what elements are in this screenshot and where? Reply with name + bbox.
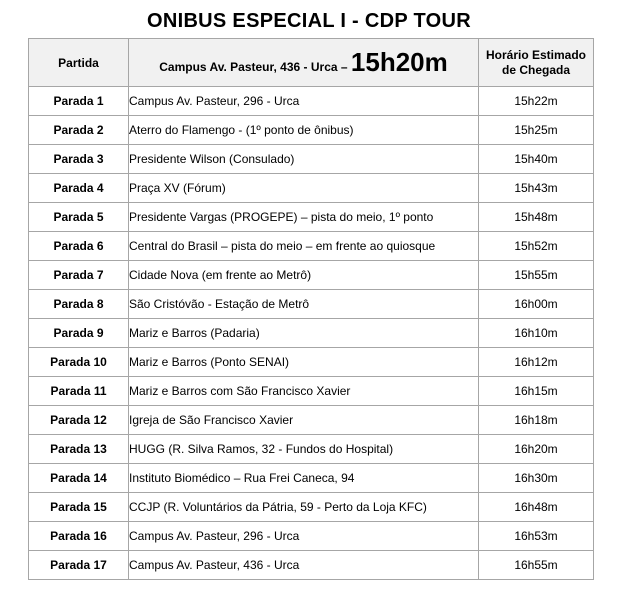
time-cell: 15h55m <box>478 260 594 290</box>
stop-cell: Parada 10 <box>28 347 129 377</box>
time-cell: 16h12m <box>478 347 594 377</box>
stop-cell: Parada 7 <box>28 260 129 290</box>
time-cell: 15h48m <box>478 202 594 232</box>
location-cell: Presidente Vargas (PROGEPE) – pista do m… <box>128 202 479 232</box>
table-row: Parada 9 Mariz e Barros (Padaria) 16h10m <box>28 318 594 348</box>
schedule-table-body: Parada 1 Campus Av. Pasteur, 296 - Urca … <box>28 86 594 580</box>
location-cell: Aterro do Flamengo - (1º ponto de ônibus… <box>128 115 479 145</box>
time-cell: 15h52m <box>478 231 594 261</box>
location-cell: HUGG (R. Silva Ramos, 32 - Fundos do Hos… <box>128 434 479 464</box>
stop-cell: Parada 12 <box>28 405 129 435</box>
table-row: Parada 1 Campus Av. Pasteur, 296 - Urca … <box>28 86 594 116</box>
table-row: Parada 10 Mariz e Barros (Ponto SENAI) 1… <box>28 347 594 377</box>
location-cell: São Cristóvão - Estação de Metrô <box>128 289 479 319</box>
time-cell: 16h30m <box>478 463 594 493</box>
time-cell: 16h48m <box>478 492 594 522</box>
table-row: Parada 5 Presidente Vargas (PROGEPE) – p… <box>28 202 594 232</box>
page-title: ONIBUS ESPECIAL I - CDP TOUR <box>146 10 471 32</box>
time-cell: 15h40m <box>478 144 594 174</box>
table-row: Parada 8 São Cristóvão - Estação de Metr… <box>28 289 594 319</box>
time-cell: 16h20m <box>478 434 594 464</box>
location-cell: Campus Av. Pasteur, 296 - Urca <box>128 521 479 551</box>
time-cell: 16h00m <box>478 289 594 319</box>
time-cell: 16h10m <box>478 318 594 348</box>
time-cell: 16h18m <box>478 405 594 435</box>
table-row: Parada 7 Cidade Nova (em frente ao Metrô… <box>28 260 594 290</box>
time-cell: 16h55m <box>478 550 594 580</box>
table-row: Parada 3 Presidente Wilson (Consulado) 1… <box>28 144 594 174</box>
header-departure-column: Partida <box>28 38 129 87</box>
departure-time: 15h20m <box>350 47 448 77</box>
location-cell: Presidente Wilson (Consulado) <box>128 144 479 174</box>
stop-cell: Parada 16 <box>28 521 129 551</box>
stop-cell: Parada 3 <box>28 144 129 174</box>
location-cell: Campus Av. Pasteur, 436 - Urca <box>128 550 479 580</box>
location-cell: Igreja de São Francisco Xavier <box>128 405 479 435</box>
time-cell: 16h53m <box>478 521 594 551</box>
table-row: Parada 17 Campus Av. Pasteur, 436 - Urca… <box>28 550 594 580</box>
location-cell: Mariz e Barros (Padaria) <box>128 318 479 348</box>
table-row: Parada 6 Central do Brasil – pista do me… <box>28 231 594 261</box>
stop-cell: Parada 13 <box>28 434 129 464</box>
table-row: Parada 2 Aterro do Flamengo - (1º ponto … <box>28 115 594 145</box>
table-row: Parada 15 CCJP (R. Voluntários da Pátria… <box>28 492 594 522</box>
header-arrival-column: Horário Estimado de Chegada <box>478 38 594 87</box>
header-row: Partida Campus Av. Pasteur, 436 - Urca –… <box>28 38 594 87</box>
time-cell: 15h25m <box>478 115 594 145</box>
table-row: Parada 12 Igreja de São Francisco Xavier… <box>28 405 594 435</box>
location-cell: CCJP (R. Voluntários da Pátria, 59 - Per… <box>128 492 479 522</box>
location-cell: Instituto Biomédico – Rua Frei Caneca, 9… <box>128 463 479 493</box>
stop-cell: Parada 14 <box>28 463 129 493</box>
stop-cell: Parada 11 <box>28 376 129 406</box>
location-cell: Praça XV (Fórum) <box>128 173 479 203</box>
table-row: Parada 16 Campus Av. Pasteur, 296 - Urca… <box>28 521 594 551</box>
table-row: Parada 13 HUGG (R. Silva Ramos, 32 - Fun… <box>28 434 594 464</box>
stop-cell: Parada 4 <box>28 173 129 203</box>
stop-cell: Parada 15 <box>28 492 129 522</box>
table-row: Parada 11 Mariz e Barros com São Francis… <box>28 376 594 406</box>
stop-cell: Parada 5 <box>28 202 129 232</box>
header-route-label: Campus Av. Pasteur, 436 - Urca – <box>159 60 351 74</box>
stop-cell: Parada 6 <box>28 231 129 261</box>
location-cell: Cidade Nova (em frente ao Metrô) <box>128 260 479 290</box>
time-cell: 15h43m <box>478 173 594 203</box>
table-row: Parada 14 Instituto Biomédico – Rua Frei… <box>28 463 594 493</box>
header-route: Campus Av. Pasteur, 436 - Urca – 15h20m <box>128 38 479 87</box>
stop-cell: Parada 8 <box>28 289 129 319</box>
location-cell: Mariz e Barros com São Francisco Xavier <box>128 376 479 406</box>
table-row: Parada 4 Praça XV (Fórum) 15h43m <box>28 173 594 203</box>
stop-cell: Parada 1 <box>28 86 129 116</box>
location-cell: Mariz e Barros (Ponto SENAI) <box>128 347 479 377</box>
location-cell: Campus Av. Pasteur, 296 - Urca <box>128 86 479 116</box>
location-cell: Central do Brasil – pista do meio – em f… <box>128 231 479 261</box>
time-cell: 15h22m <box>478 86 594 116</box>
schedule-table: Partida Campus Av. Pasteur, 436 - Urca –… <box>28 38 594 580</box>
stop-cell: Parada 2 <box>28 115 129 145</box>
stop-cell: Parada 9 <box>28 318 129 348</box>
time-cell: 16h15m <box>478 376 594 406</box>
stop-cell: Parada 17 <box>28 550 129 580</box>
